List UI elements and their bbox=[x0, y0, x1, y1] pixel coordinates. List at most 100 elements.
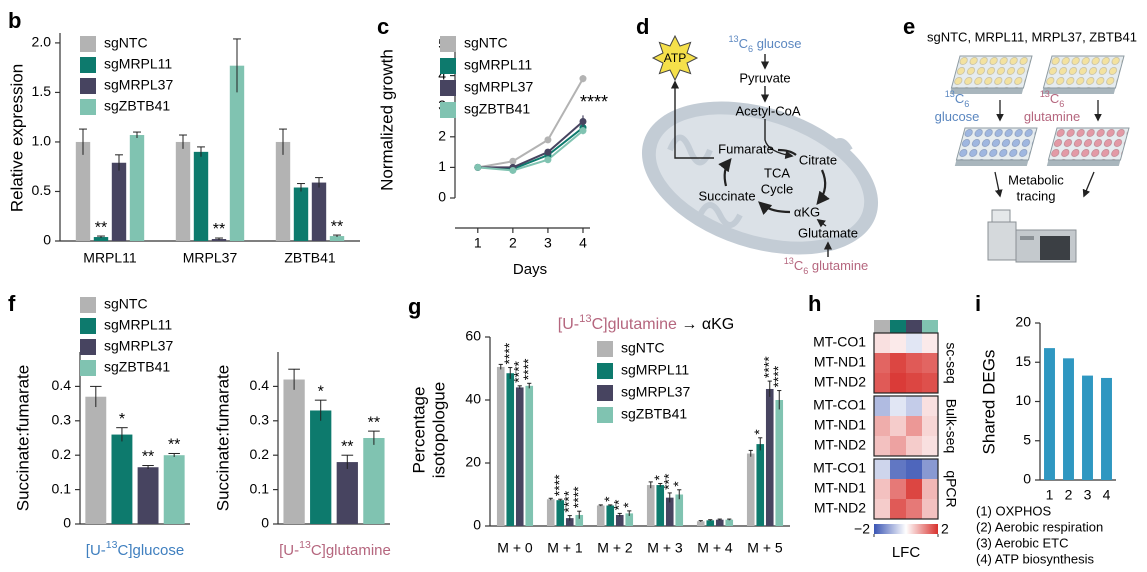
y-tick-label: 1 bbox=[438, 158, 446, 174]
legend-label: sgMRPL11 bbox=[104, 317, 172, 333]
heat-cell bbox=[874, 499, 890, 519]
chart-title: [U-13C]glutamine → αKG bbox=[558, 313, 734, 333]
y-tick-label: 40 bbox=[465, 391, 481, 407]
point bbox=[579, 127, 587, 135]
legend-label: sgMRPL11 bbox=[621, 362, 689, 378]
bar bbox=[665, 497, 674, 526]
node-label: Acetyl-CoA bbox=[735, 103, 800, 118]
group-frame bbox=[873, 395, 939, 457]
heat-cell bbox=[922, 333, 938, 353]
text-part: 13 bbox=[945, 89, 955, 99]
y-tick-label: 0 bbox=[261, 515, 269, 531]
y-tick-label: 0 bbox=[438, 189, 446, 205]
legend-swatch bbox=[80, 36, 96, 52]
legend-swatch bbox=[440, 102, 456, 118]
bar bbox=[85, 396, 107, 524]
panel-letter: b bbox=[8, 8, 21, 33]
x-tick-label: MRPL37 bbox=[183, 250, 238, 266]
arrows bbox=[670, 54, 833, 257]
legend-swatch bbox=[440, 58, 456, 74]
row-label: MT-CO1 bbox=[813, 460, 866, 476]
y-tick-label: 0 bbox=[43, 232, 51, 248]
heat-cell bbox=[922, 479, 938, 499]
text-part: C bbox=[794, 258, 803, 273]
text-part: 13 bbox=[106, 539, 118, 551]
heat-cell bbox=[906, 479, 922, 499]
heat-cell bbox=[890, 416, 906, 436]
arrow bbox=[816, 169, 830, 206]
bar bbox=[506, 373, 515, 526]
significance: **** bbox=[501, 342, 517, 364]
node-label: TCA bbox=[764, 165, 790, 180]
point bbox=[579, 75, 587, 83]
heat-cell bbox=[890, 459, 906, 479]
significance: * bbox=[620, 502, 636, 508]
diagram-d: d ATP Pyruvate Acetyl-CoA Fumarate Citra… bbox=[636, 14, 879, 257]
text-part: 13 bbox=[729, 34, 739, 44]
significance: **** bbox=[760, 356, 776, 378]
bar bbox=[175, 141, 191, 241]
arrow bbox=[1082, 171, 1095, 198]
bar bbox=[546, 499, 555, 526]
y-tick-label: 2.0 bbox=[32, 34, 52, 50]
arrow bbox=[777, 148, 797, 156]
mass-spectrometer bbox=[987, 209, 1077, 263]
text-part: 6 bbox=[748, 44, 753, 54]
legend-swatch bbox=[597, 385, 613, 401]
panel-letter: g bbox=[408, 294, 421, 319]
y-axis-label: Succinate:fumarate bbox=[13, 365, 32, 511]
text-part: 13 bbox=[579, 313, 591, 325]
heat-cell bbox=[890, 333, 906, 353]
bar bbox=[293, 187, 309, 241]
column-header bbox=[922, 320, 938, 333]
bar bbox=[725, 519, 734, 526]
significance: **** bbox=[551, 474, 567, 496]
y-tick-label: 4 bbox=[438, 66, 446, 82]
y-tick-label: 2 bbox=[438, 128, 446, 144]
heat-cell bbox=[906, 373, 922, 393]
legend-label: sgZBTB41 bbox=[621, 406, 687, 422]
y-tick-label: 1.5 bbox=[32, 83, 52, 99]
y-axis-label: Normalized growth bbox=[377, 49, 396, 191]
significance: ** bbox=[142, 449, 154, 466]
x-axis-label: Days bbox=[513, 261, 547, 278]
x-tick-label: ZBTB41 bbox=[284, 250, 336, 266]
heat-cell bbox=[890, 373, 906, 393]
substrate-label: 13C6 bbox=[945, 89, 970, 109]
bar bbox=[75, 141, 91, 241]
x-tick-label: 3 bbox=[1084, 487, 1092, 503]
heat-cell bbox=[922, 499, 938, 519]
bar bbox=[193, 151, 209, 241]
y-tick-label: 0.3 bbox=[250, 412, 270, 428]
bar bbox=[310, 410, 332, 524]
atp-label: ATP bbox=[664, 51, 686, 65]
bar bbox=[575, 514, 584, 526]
legend-label: sgNTC bbox=[464, 35, 508, 51]
y-axis-label: isotopologue bbox=[429, 382, 448, 478]
y-tick-label: 0.3 bbox=[52, 412, 72, 428]
heat-cell bbox=[874, 459, 890, 479]
text-part: C bbox=[739, 36, 748, 51]
legend-label: sgNTC bbox=[104, 35, 148, 51]
heat-cell bbox=[874, 333, 890, 353]
x-tick-label: 3 bbox=[544, 235, 552, 251]
y-tick-label: 60 bbox=[465, 328, 481, 344]
legend-label: sgMRPL37 bbox=[464, 79, 533, 95]
y-tick-label: 0.1 bbox=[250, 480, 270, 496]
significance: **** bbox=[520, 358, 536, 380]
group-frame bbox=[873, 458, 939, 520]
y-tick-label: 0.5 bbox=[32, 182, 52, 198]
heat-cell bbox=[906, 333, 922, 353]
substrate-label: 13C6 glucose bbox=[729, 34, 802, 54]
x-tick-label: 1 bbox=[1046, 487, 1054, 503]
legend-label: sgMRPL37 bbox=[104, 77, 173, 93]
heat-cell bbox=[890, 353, 906, 373]
y-axis-label: Relative expression bbox=[7, 64, 26, 212]
bar bbox=[756, 444, 765, 526]
y-tick-label: 0 bbox=[473, 517, 481, 533]
group-label: qPCR bbox=[943, 470, 959, 507]
point bbox=[544, 136, 552, 144]
significance: ** bbox=[168, 437, 180, 454]
y-tick-label: 20 bbox=[1015, 314, 1031, 330]
